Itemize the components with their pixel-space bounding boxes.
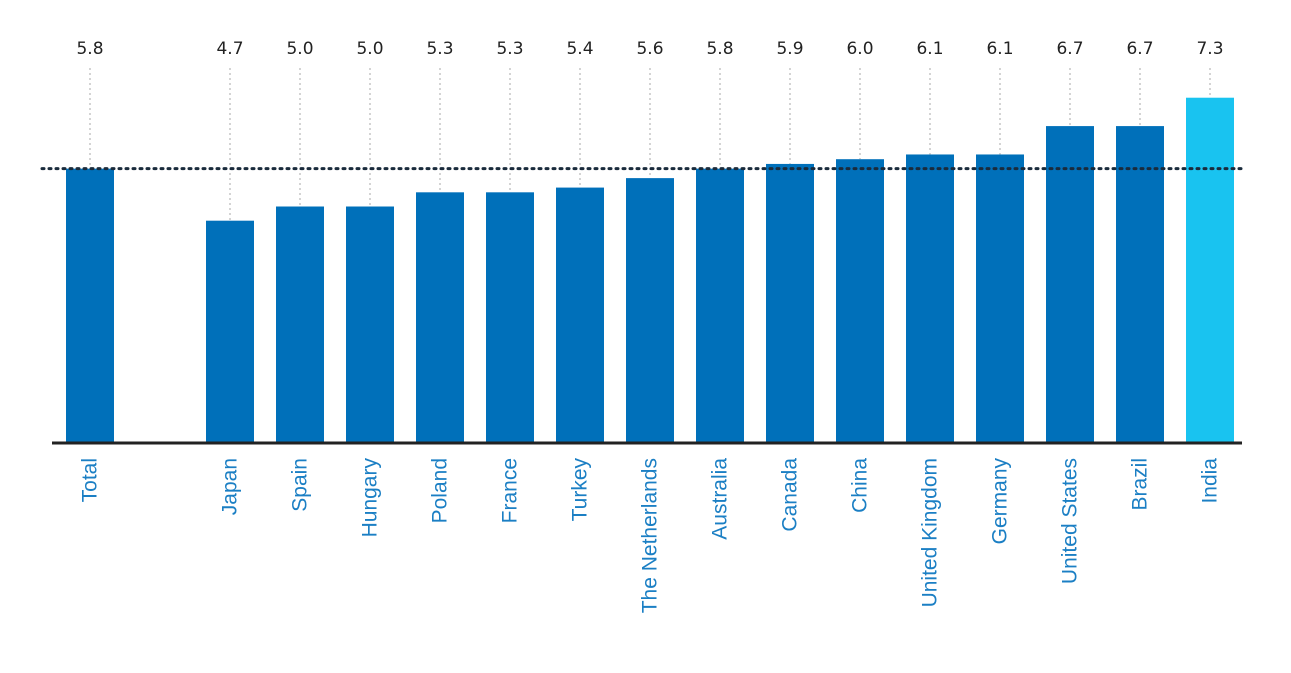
category-label-australia: Australia [709, 458, 732, 540]
category-label-spain: Spain [289, 458, 312, 512]
value-label-united-states: 6.7 [1056, 39, 1083, 59]
category-label-india: India [1199, 458, 1222, 504]
category-label-canada: Canada [779, 458, 802, 532]
bar-united-kingdom [906, 154, 954, 443]
bar-china [836, 159, 884, 443]
category-label-united-kingdom: United Kingdom [919, 458, 942, 607]
category-label-france: France [499, 458, 522, 523]
value-label-canada: 5.9 [776, 39, 803, 59]
value-label-poland: 5.3 [426, 39, 453, 59]
value-label-spain: 5.0 [286, 39, 313, 59]
category-label-turkey: Turkey [569, 458, 592, 522]
bar-the-netherlands [626, 178, 674, 443]
bar-turkey [556, 187, 604, 443]
value-label-total: 5.8 [76, 39, 103, 59]
category-label-hungary: Hungary [359, 458, 382, 538]
category-label-total: Total [79, 458, 102, 502]
value-labels: 5.8 4.7 5.0 5.0 5.3 5.3 5.4 5.6 5.8 5.9 6.0 6.1 6.1 6… [76, 39, 1223, 59]
value-label-australia: 5.8 [706, 39, 733, 59]
bar-australia [696, 168, 744, 443]
value-label-the-netherlands: 5.6 [636, 39, 663, 59]
value-label-germany: 6.1 [986, 39, 1013, 59]
value-label-turkey: 5.4 [566, 39, 593, 59]
bar-poland [416, 192, 464, 443]
bar-india [1186, 97, 1234, 444]
category-label-japan: Japan [219, 458, 242, 515]
bar-total [66, 168, 114, 443]
value-label-france: 5.3 [496, 39, 523, 59]
category-label-united-states: United States [1059, 458, 1082, 584]
bar-brazil [1116, 126, 1164, 443]
bar-united-states [1046, 126, 1094, 443]
bar-germany [976, 154, 1024, 443]
value-label-china: 6.0 [846, 39, 873, 59]
category-label-china: China [849, 458, 872, 513]
bar-hungary [346, 206, 394, 443]
bar-canada [766, 163, 814, 443]
bars [66, 97, 1234, 444]
value-label-brazil: 6.7 [1126, 39, 1153, 59]
value-label-united-kingdom: 6.1 [916, 39, 943, 59]
leader-lines [89, 68, 1211, 221]
bar-spain [276, 206, 324, 443]
category-labels: Total Japan Spain Hungary Poland France Turkey… [79, 458, 1222, 614]
category-label-brazil: Brazil [1129, 458, 1152, 511]
value-label-hungary: 5.0 [356, 39, 383, 59]
category-label-poland: Poland [429, 458, 452, 523]
value-label-india: 7.3 [1196, 39, 1223, 59]
category-label-the-netherlands: The Netherlands [639, 458, 662, 613]
bar-japan [206, 220, 254, 443]
category-label-germany: Germany [989, 458, 1012, 545]
value-label-japan: 4.7 [216, 39, 243, 59]
bar-france [486, 192, 534, 443]
